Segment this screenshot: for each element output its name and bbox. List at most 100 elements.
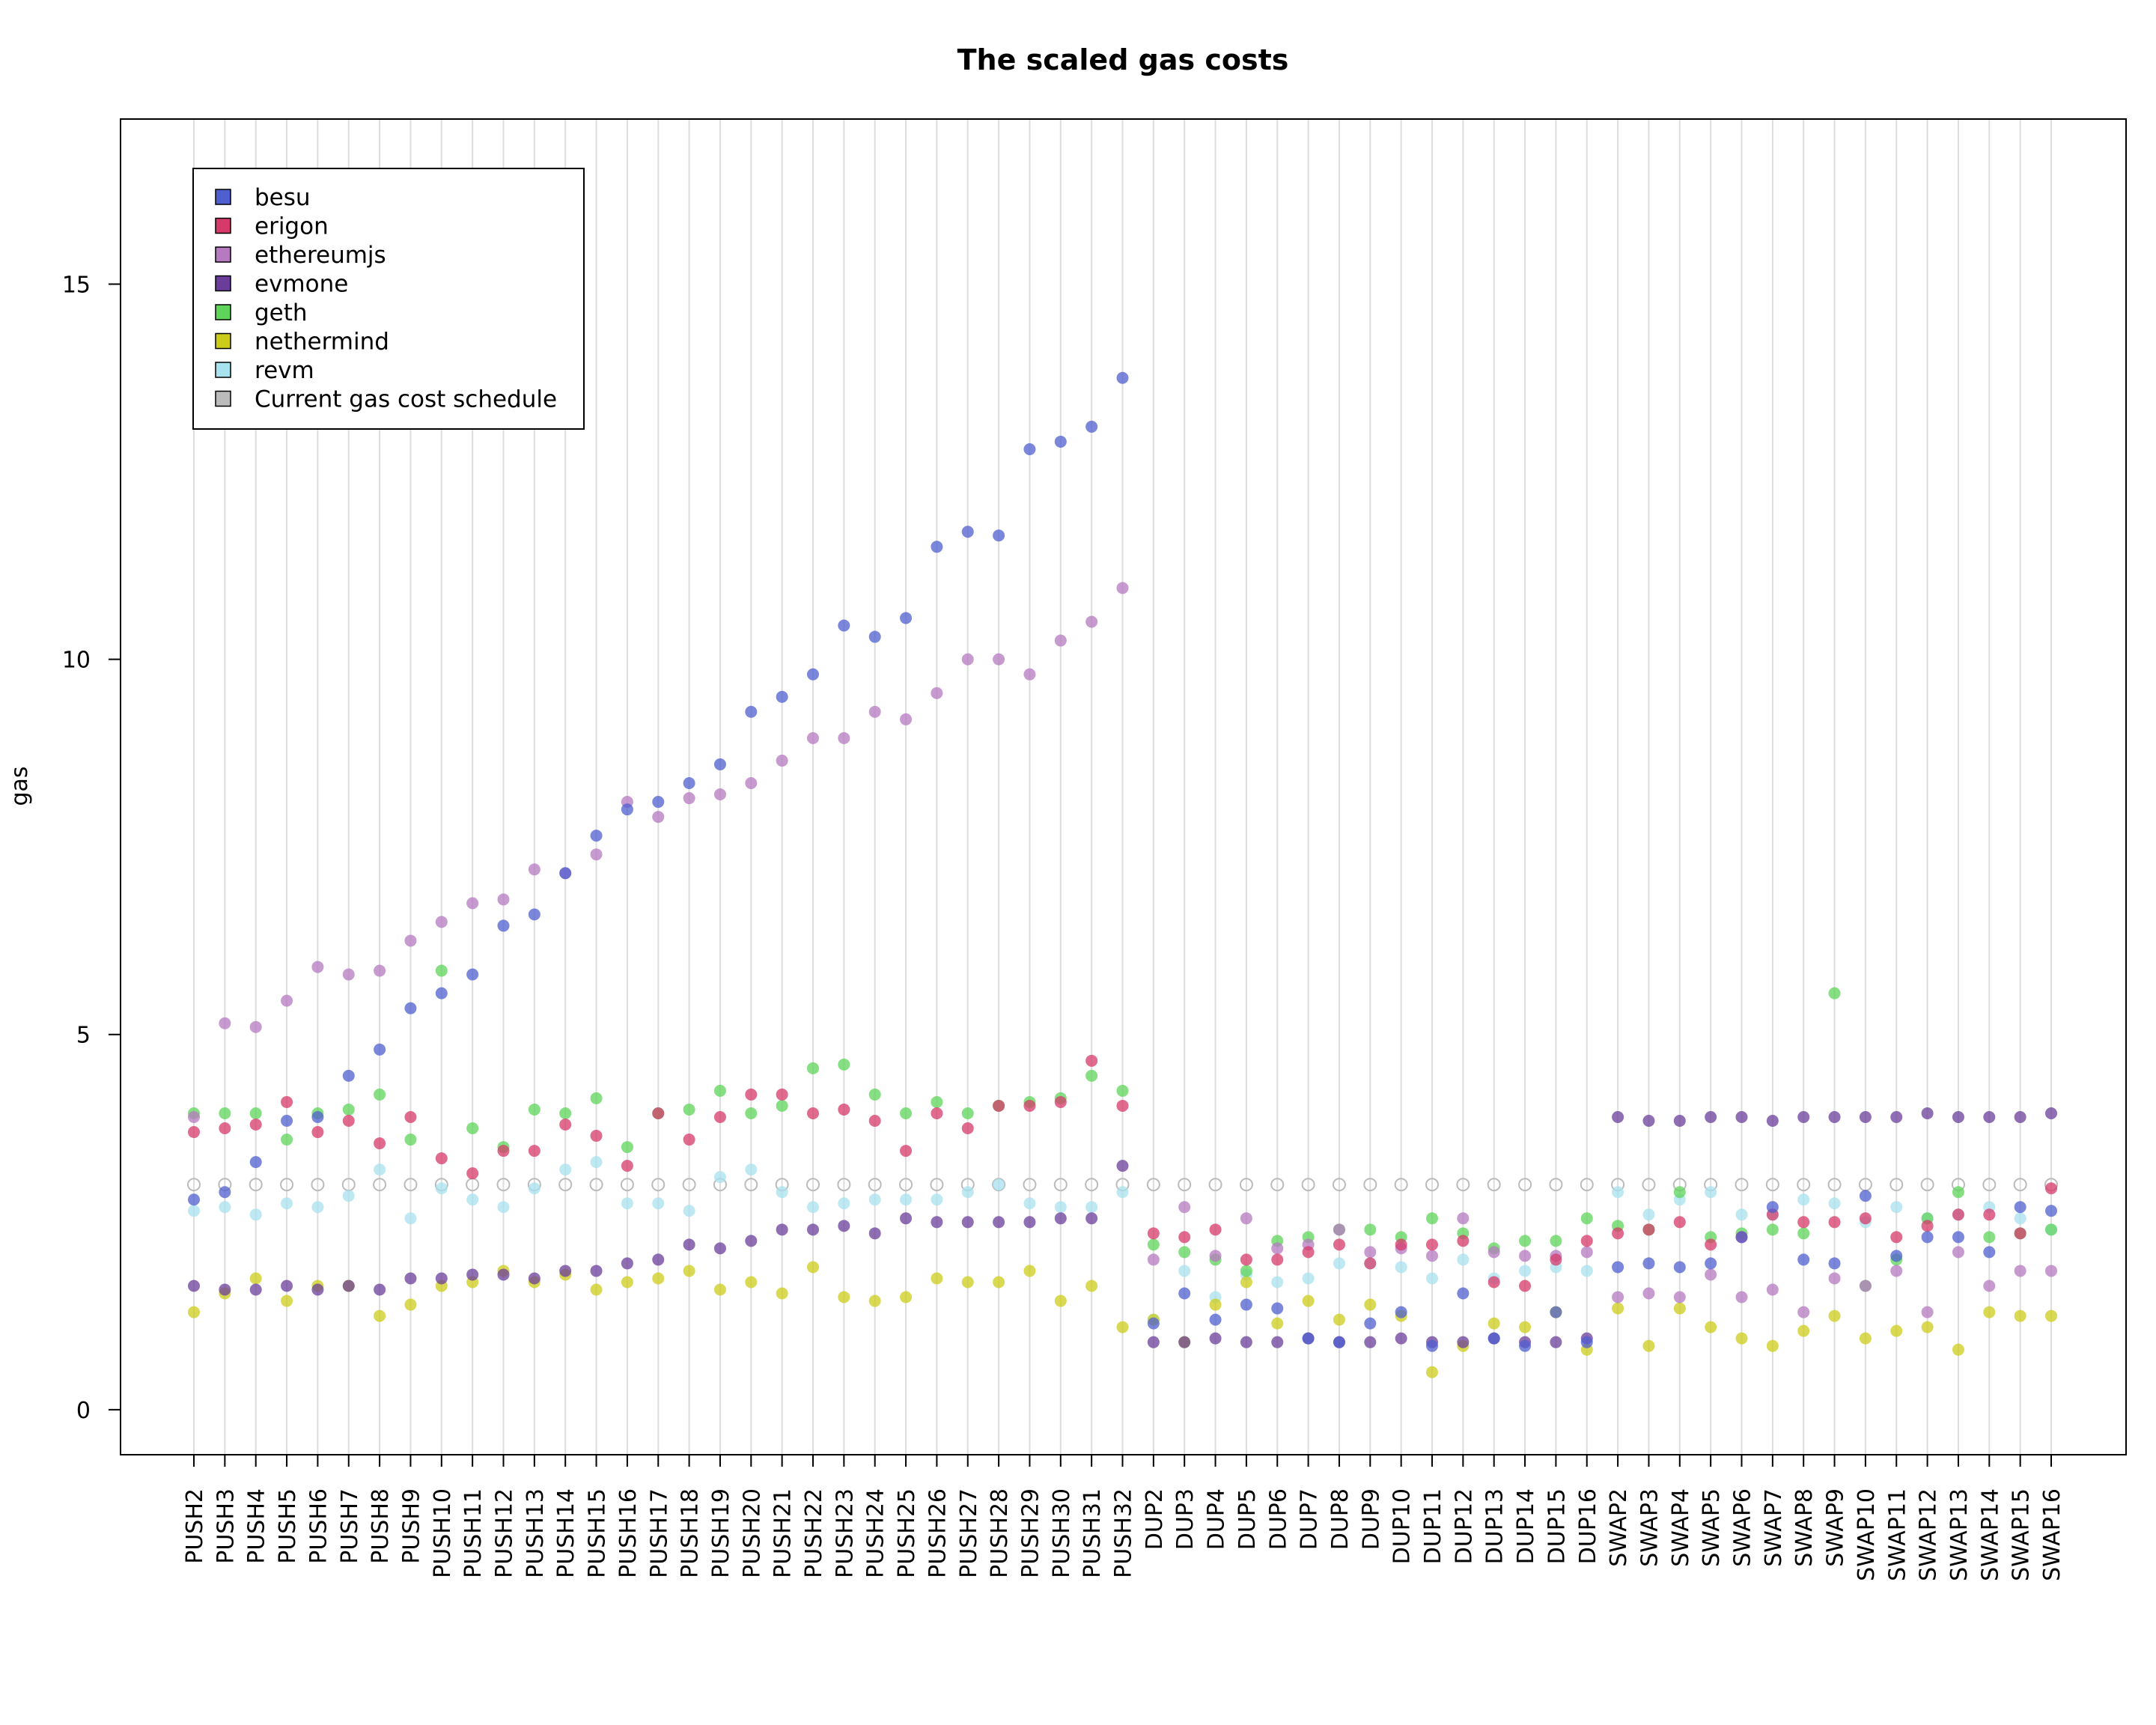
- data-point: [219, 1107, 231, 1119]
- data-point: [1178, 1231, 1191, 1244]
- data-point: [1364, 1336, 1377, 1348]
- data-point: [311, 961, 324, 973]
- data-point: [1642, 1178, 1656, 1192]
- x-tick-label: SWAP9: [1823, 1488, 1849, 1567]
- data-point: [1890, 1250, 1903, 1262]
- data-point: [868, 1088, 881, 1101]
- data-point: [713, 1110, 726, 1123]
- x-axis: PUSH2 PUSH3 PUSH4 PUSH5 PUSH6 PUSH7 PUSH8 PUSH9…: [182, 1455, 2065, 1581]
- data-point: [930, 1178, 944, 1192]
- data-point: [404, 1272, 417, 1285]
- data-point: [311, 1201, 324, 1214]
- data-point: [1766, 1339, 1779, 1352]
- data-point: [621, 1197, 633, 1210]
- data-point: [713, 1283, 726, 1296]
- data-point: [1302, 1246, 1315, 1259]
- data-point: [838, 1058, 850, 1071]
- data-point: [1766, 1115, 1779, 1127]
- data-point: [497, 919, 510, 932]
- data-point: [1332, 1178, 1346, 1192]
- data-point: [1364, 1257, 1377, 1270]
- x-tick-label: PUSH21: [770, 1488, 797, 1578]
- data-point: [1085, 615, 1098, 628]
- data-point: [1580, 1178, 1594, 1192]
- data-point: [1921, 1220, 1934, 1232]
- data-point: [590, 1265, 603, 1277]
- data-point: [621, 1276, 633, 1289]
- data-point: [1395, 1261, 1407, 1274]
- data-point: [900, 612, 913, 624]
- data-point: [931, 687, 943, 699]
- data-point: [1859, 1280, 1872, 1292]
- data-point: [807, 731, 819, 744]
- data-point: [900, 1291, 913, 1303]
- data-point: [776, 1186, 788, 1199]
- data-point: [776, 1088, 788, 1101]
- data-point: [342, 1069, 355, 1082]
- data-point: [342, 1280, 355, 1292]
- data-point: [249, 1283, 262, 1296]
- x-tick-label: SWAP12: [1916, 1488, 1942, 1581]
- data-point: [931, 541, 943, 553]
- data-point: [868, 1294, 881, 1307]
- data-point: [374, 1043, 386, 1056]
- x-tick-label: PUSH22: [801, 1488, 827, 1578]
- data-point: [1673, 1216, 1686, 1229]
- data-point: [496, 1178, 511, 1192]
- legend-swatch: [215, 275, 231, 292]
- legend-label: nethermind: [255, 329, 389, 356]
- data-point: [899, 1178, 913, 1192]
- data-point: [589, 1178, 603, 1192]
- data-point: [1271, 1317, 1284, 1330]
- data-point: [745, 1163, 758, 1176]
- data-point: [1580, 1235, 1593, 1247]
- data-point: [683, 1103, 695, 1116]
- x-tick-label: DUP13: [1482, 1488, 1508, 1564]
- data-point: [1023, 1197, 1036, 1210]
- data-point: [1116, 582, 1129, 594]
- data-point: [1859, 1110, 1872, 1123]
- x-tick-label: PUSH6: [305, 1488, 332, 1564]
- data-point: [1085, 1054, 1098, 1067]
- data-point: [1085, 1280, 1098, 1292]
- data-point: [311, 1126, 324, 1139]
- legend-swatch: [215, 246, 231, 263]
- data-point: [1395, 1238, 1407, 1251]
- data-point: [1519, 1321, 1532, 1333]
- data-point: [1178, 1265, 1191, 1277]
- data-point: [1859, 1190, 1872, 1202]
- legend-swatch: [215, 362, 231, 378]
- data-point: [281, 1115, 293, 1127]
- data-point: [2045, 1205, 2057, 1217]
- data-point: [1364, 1317, 1377, 1330]
- data-point: [528, 1272, 540, 1285]
- data-point: [1333, 1238, 1345, 1251]
- data-point: [404, 1110, 417, 1123]
- data-point: [652, 1253, 665, 1266]
- series-evmone: [188, 1107, 2057, 1348]
- data-point: [1208, 1178, 1222, 1192]
- data-point: [1797, 1216, 1810, 1229]
- x-tick-label: PUSH7: [337, 1488, 363, 1564]
- data-point: [868, 1193, 881, 1206]
- data-point: [281, 1134, 293, 1146]
- data-point: [1612, 1227, 1624, 1240]
- data-point: [1487, 1332, 1500, 1345]
- data-point: [1828, 1257, 1841, 1270]
- data-point: [2045, 1182, 2057, 1195]
- data-point: [1085, 1069, 1098, 1082]
- x-tick-label: DUP7: [1297, 1488, 1323, 1550]
- data-point: [1270, 1178, 1285, 1192]
- data-point: [713, 1084, 726, 1097]
- x-tick-label: SWAP5: [1699, 1488, 1725, 1567]
- data-point: [559, 1265, 572, 1277]
- data-point: [1147, 1227, 1160, 1240]
- data-point: [745, 1235, 758, 1247]
- data-point: [1364, 1246, 1377, 1259]
- data-point: [219, 1122, 231, 1135]
- data-point: [1983, 1306, 1996, 1318]
- data-point: [900, 713, 913, 725]
- data-point: [1085, 1178, 1099, 1192]
- data-point: [806, 1178, 820, 1192]
- x-tick-label: SWAP13: [1946, 1488, 1973, 1581]
